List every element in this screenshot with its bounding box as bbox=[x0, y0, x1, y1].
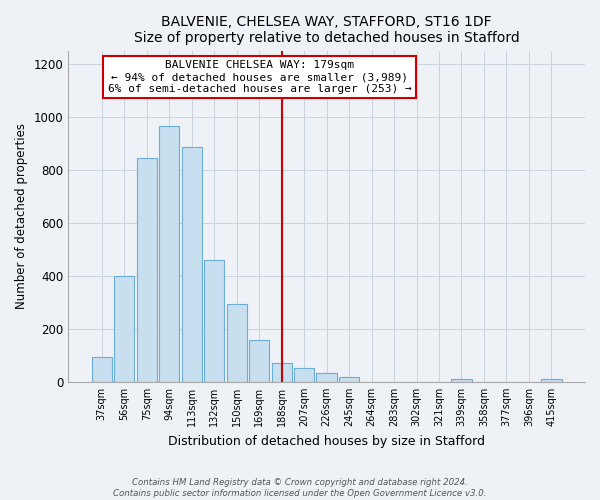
Bar bbox=[204, 260, 224, 382]
Bar bbox=[339, 376, 359, 382]
Bar bbox=[316, 372, 337, 382]
Bar bbox=[114, 276, 134, 382]
Bar bbox=[92, 356, 112, 382]
Bar bbox=[451, 380, 472, 382]
Bar bbox=[159, 126, 179, 382]
Text: Contains HM Land Registry data © Crown copyright and database right 2024.
Contai: Contains HM Land Registry data © Crown c… bbox=[113, 478, 487, 498]
Bar bbox=[182, 148, 202, 382]
Title: BALVENIE, CHELSEA WAY, STAFFORD, ST16 1DF
Size of property relative to detached : BALVENIE, CHELSEA WAY, STAFFORD, ST16 1D… bbox=[134, 15, 520, 45]
Y-axis label: Number of detached properties: Number of detached properties bbox=[15, 123, 28, 309]
Bar bbox=[294, 368, 314, 382]
Bar bbox=[541, 380, 562, 382]
Bar bbox=[227, 304, 247, 382]
Bar bbox=[249, 340, 269, 382]
Text: BALVENIE CHELSEA WAY: 179sqm
← 94% of detached houses are smaller (3,989)
6% of : BALVENIE CHELSEA WAY: 179sqm ← 94% of de… bbox=[107, 60, 411, 94]
Bar bbox=[272, 363, 292, 382]
X-axis label: Distribution of detached houses by size in Stafford: Distribution of detached houses by size … bbox=[168, 434, 485, 448]
Bar bbox=[137, 158, 157, 382]
